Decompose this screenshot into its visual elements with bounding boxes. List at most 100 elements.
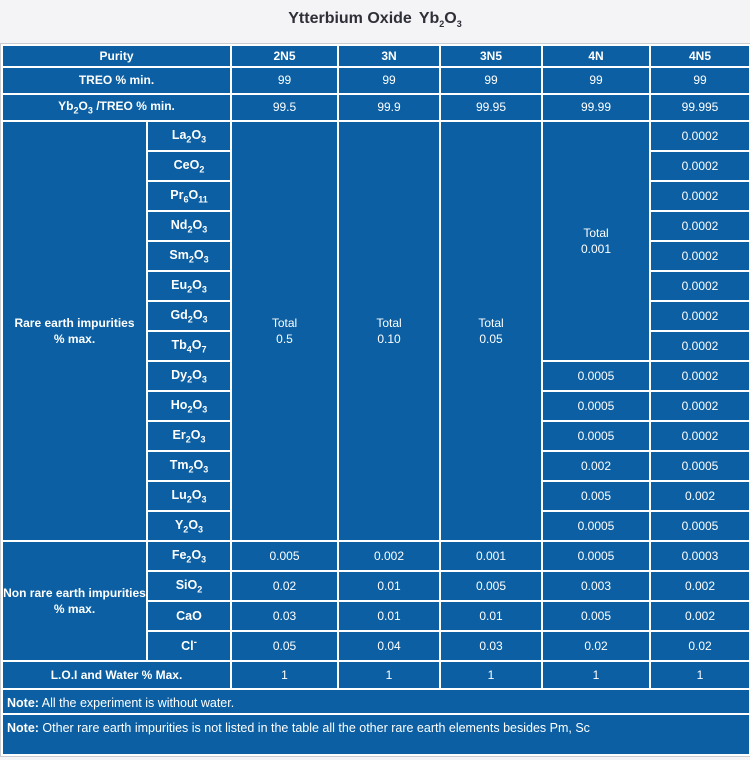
- formula-cell: CaO: [145, 600, 233, 632]
- value-cell: 0.01: [439, 600, 544, 632]
- note-cell: Note: Other rare earth impurities is not…: [0, 713, 750, 756]
- value-cell: 0.001: [439, 540, 544, 572]
- value-cell: 0.0005: [649, 450, 750, 482]
- value-cell: 0.0002: [649, 180, 750, 212]
- note-row: Note: Other rare earth impurities is not…: [0, 713, 750, 756]
- value-cell: 1: [230, 660, 340, 690]
- formula-cell: Dy2O3: [145, 360, 233, 392]
- page-title-text: Ytterbium Oxide: [288, 10, 412, 27]
- value-cell: 0.03: [439, 630, 544, 662]
- value-cell: 99.9: [337, 93, 442, 122]
- rare-earth-row: CeO2 0.0002: [2, 150, 750, 182]
- value-cell: 0.0002: [649, 420, 750, 452]
- rare-earth-row: Eu2O3 0.0002: [2, 270, 750, 302]
- total-cell-2n5: Total 0.5: [230, 120, 340, 542]
- formula-cell: Tm2O3: [145, 450, 233, 482]
- value-cell: 0.0005: [541, 390, 652, 422]
- note-prefix: Note:: [7, 696, 39, 710]
- value-cell: 99: [439, 66, 544, 95]
- spec-table-container: Purity 2N5 3N 3N5 4N 4N5 TREO % min. 99 99 99 99 99…: [0, 43, 750, 757]
- treo-label-cell: TREO % min.: [0, 66, 233, 95]
- non-rare-earth-row: CaO 0.03 0.01 0.01 0.005 0.002: [2, 600, 750, 632]
- value-cell: 0.0005: [649, 510, 750, 542]
- value-cell: 99: [541, 66, 652, 95]
- value-cell: 0.0002: [649, 330, 750, 362]
- value-cell: 99: [649, 66, 750, 95]
- value-cell: 0.02: [649, 630, 750, 662]
- treo-row: TREO % min. 99 99 99 99 99: [0, 66, 750, 95]
- value-cell: 1: [649, 660, 750, 690]
- rare-earth-row: Dy2O3 0.0005 0.0002: [2, 360, 750, 392]
- formula-cell: Y2O3: [145, 510, 233, 542]
- non-rare-earth-row: Cl- 0.05 0.04 0.03 0.02 0.02: [2, 630, 750, 662]
- rare-earth-row: Y2O3 0.0005 0.0005: [2, 510, 750, 542]
- note-text: Other rare earth impurities is not liste…: [38, 721, 590, 735]
- non-rare-earth-category-cell: Non rare earth impurities% max.: [1, 540, 148, 662]
- formula-cell: Er2O3: [145, 420, 233, 452]
- formula-cell: Gd2O3: [145, 300, 233, 332]
- value-cell: 0.0002: [649, 270, 750, 302]
- grade-cell: 2N5: [230, 44, 340, 68]
- value-cell: 1: [337, 660, 442, 690]
- value-cell: 0.0005: [541, 540, 652, 572]
- formula-cell: Sm2O3: [145, 240, 233, 272]
- total-cell-4n: Total 0.001: [541, 120, 652, 362]
- formula-cell: SiO2: [145, 570, 233, 602]
- value-cell: 0.02: [230, 570, 340, 602]
- non-rare-earth-row: SiO2 0.02 0.01 0.005 0.003 0.002: [2, 570, 750, 602]
- rare-earth-row: Rare earth impurities% max. La2O3 Total 0.5…: [1, 120, 750, 542]
- ratio-row: Yb2O3 /TREO % min. 99.5 99.9 99.95 99.99 99.9…: [0, 93, 750, 122]
- value-cell: 0.0005: [541, 360, 652, 392]
- total-cell-3n5: Total 0.05: [439, 120, 544, 542]
- page-title-formula: Yb2O3: [418, 10, 462, 30]
- value-cell: 0.01: [337, 600, 442, 632]
- value-cell: 99.99: [541, 93, 652, 122]
- value-cell: 0.0005: [541, 420, 652, 452]
- value-cell: 99: [337, 66, 442, 95]
- value-cell: 0.002: [337, 540, 442, 572]
- formula-cell: Nd2O3: [145, 210, 233, 242]
- value-cell: 0.02: [541, 630, 652, 662]
- grade-cell: 4N5: [649, 44, 750, 68]
- rare-earth-row: Sm2O3 0.0002: [2, 240, 750, 272]
- grade-cell: 3N: [337, 44, 442, 68]
- note-prefix: Note:: [7, 721, 39, 735]
- value-cell: 0.0002: [649, 240, 750, 272]
- note-row: Note: All the experiment is without wate…: [0, 688, 750, 715]
- loi-label-cell: L.O.I and Water % Max.: [0, 660, 233, 690]
- formula-cell: Ho2O3: [145, 390, 233, 422]
- total-cell-3n: Total 0.10: [337, 120, 442, 542]
- formula-cell: Tb4O7: [145, 330, 233, 362]
- value-cell: 99.95: [439, 93, 544, 122]
- value-cell: 0.0003: [649, 540, 750, 572]
- grade-cell: 4N: [541, 44, 652, 68]
- rare-earth-row: Tb4O7 0.0002: [2, 330, 750, 362]
- spec-table: Purity 2N5 3N 3N5 4N 4N5 TREO % min. 99 99 99 99 99…: [0, 44, 750, 756]
- value-cell: 1: [541, 660, 652, 690]
- value-cell: 0.0002: [649, 150, 750, 182]
- value-cell: 0.05: [230, 630, 340, 662]
- value-cell: 0.0002: [649, 360, 750, 392]
- formula-cell: La2O3: [145, 120, 233, 152]
- ratio-label-cell: Yb2O3 /TREO % min.: [0, 93, 233, 122]
- value-cell: 99: [230, 66, 340, 95]
- value-cell: 99.995: [649, 93, 750, 122]
- value-cell: 0.005: [541, 600, 652, 632]
- rare-earth-category-cell: Rare earth impurities% max.: [1, 120, 148, 542]
- value-cell: 0.005: [541, 480, 652, 512]
- value-cell: 0.002: [541, 450, 652, 482]
- value-cell: 0.002: [649, 600, 750, 632]
- note-cell: Note: All the experiment is without wate…: [0, 688, 750, 715]
- purity-row: Purity 2N5 3N 3N5 4N 4N5: [0, 44, 750, 68]
- value-cell: 0.03: [230, 600, 340, 632]
- value-cell: 0.0005: [541, 510, 652, 542]
- value-cell: 0.01: [337, 570, 442, 602]
- purity-label-cell: Purity: [0, 44, 233, 68]
- spec-table-body: Purity 2N5 3N 3N5 4N 4N5 TREO % min. 99 99 99 99 99…: [0, 44, 750, 756]
- rare-earth-row: Ho2O3 0.0005 0.0002: [2, 390, 750, 422]
- value-cell: 1: [439, 660, 544, 690]
- formula-cell: Cl-: [145, 630, 233, 662]
- grade-cell: 3N5: [439, 44, 544, 68]
- value-cell: 0.0002: [649, 210, 750, 242]
- rare-earth-row: Lu2O3 0.005 0.002: [2, 480, 750, 512]
